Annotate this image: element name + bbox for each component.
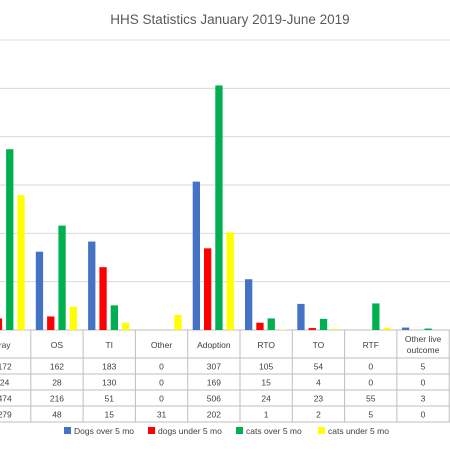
table-cell: 2 — [316, 410, 321, 420]
bar — [267, 318, 275, 330]
table-cell: 48 — [52, 410, 62, 420]
table-cell: 162 — [50, 362, 64, 372]
bar — [401, 327, 410, 330]
table-cell: 1 — [264, 410, 269, 420]
bar — [383, 327, 391, 330]
bar — [17, 195, 25, 330]
table-cell: 5 — [421, 362, 426, 372]
table-cell: 4 — [316, 378, 321, 388]
bar — [226, 232, 234, 330]
bar — [6, 149, 14, 330]
bar — [331, 329, 339, 330]
legend-label: dogs under 5 mo — [158, 426, 222, 436]
table-cell: 172 — [0, 362, 12, 372]
bars — [0, 85, 432, 331]
bar — [297, 303, 305, 330]
category-label: RTF — [363, 340, 379, 350]
category-label: outcome — [407, 345, 440, 355]
table-cell: 55 — [366, 394, 376, 404]
legend-swatch — [148, 427, 155, 434]
bar — [174, 315, 182, 330]
legend-label: cats under 5 mo — [328, 426, 389, 436]
bar — [69, 306, 77, 330]
table-cell: 24 — [0, 378, 10, 388]
category-label: TO — [313, 340, 325, 350]
table-cell: 105 — [259, 362, 273, 372]
bar — [204, 248, 212, 330]
bar — [58, 225, 66, 330]
legend: Dogs over 5 mo dogs under 5 mo cats over 5… — [64, 426, 389, 436]
table-cell: 202 — [207, 410, 221, 420]
table-cell: 307 — [207, 362, 221, 372]
table-cell: 28 — [52, 378, 62, 388]
table-cell: 0 — [421, 410, 426, 420]
category-label: RTO — [257, 340, 275, 350]
table-cell: 183 — [102, 362, 116, 372]
table-cell: 0 — [368, 362, 373, 372]
bar — [35, 251, 44, 330]
bar — [256, 322, 264, 330]
table-cell: 0 — [159, 362, 164, 372]
category-label: Adoption — [197, 340, 231, 350]
table-cell: 15 — [105, 410, 115, 420]
category-label: TI — [105, 340, 113, 350]
gridlines — [0, 39, 450, 331]
category-label: Other — [151, 340, 172, 350]
data-table: ray OS TI Other Adoption RTO TO RTF Other liveou… — [0, 330, 450, 423]
chart-title: HHS Statistics January 2019-June 2019 — [110, 12, 349, 27]
bar — [88, 241, 96, 330]
bar — [99, 267, 107, 330]
legend-label: Dogs over 5 mo — [74, 426, 134, 436]
table-cell: 23 — [314, 394, 324, 404]
legend-swatch — [318, 427, 325, 434]
table-cell: 0 — [368, 378, 373, 388]
bar — [372, 303, 380, 330]
bar — [308, 328, 316, 330]
table-cell: 506 — [207, 394, 221, 404]
table-cell: 24 — [261, 394, 271, 404]
bar — [215, 85, 223, 331]
bar — [424, 328, 432, 330]
table-cell: 15 — [261, 378, 271, 388]
bar — [319, 318, 328, 330]
table-cell: 474 — [0, 394, 12, 404]
bar — [245, 279, 253, 330]
table-cell: 3 — [421, 394, 426, 404]
table-cell: 169 — [207, 378, 221, 388]
legend-swatch — [64, 427, 71, 434]
table-cell: 51 — [105, 394, 115, 404]
bar — [192, 181, 200, 330]
table-cell: 0 — [421, 378, 426, 388]
bar — [47, 316, 55, 330]
bar — [110, 305, 118, 330]
category-label: OS — [51, 340, 64, 350]
bar — [122, 322, 130, 330]
table-cell: 279 — [0, 410, 12, 420]
legend-swatch — [236, 427, 243, 434]
legend-label: cats over 5 mo — [246, 426, 302, 436]
table-cell: 0 — [159, 378, 164, 388]
category-label: ray — [0, 340, 11, 350]
table-cell: 31 — [157, 410, 167, 420]
table-cell: 5 — [368, 410, 373, 420]
table-cell: 54 — [314, 362, 324, 372]
bar — [0, 318, 3, 330]
table-cell: 130 — [102, 378, 116, 388]
table-cell: 0 — [159, 394, 164, 404]
category-label: Other live — [405, 334, 442, 344]
table-cell: 216 — [50, 394, 64, 404]
